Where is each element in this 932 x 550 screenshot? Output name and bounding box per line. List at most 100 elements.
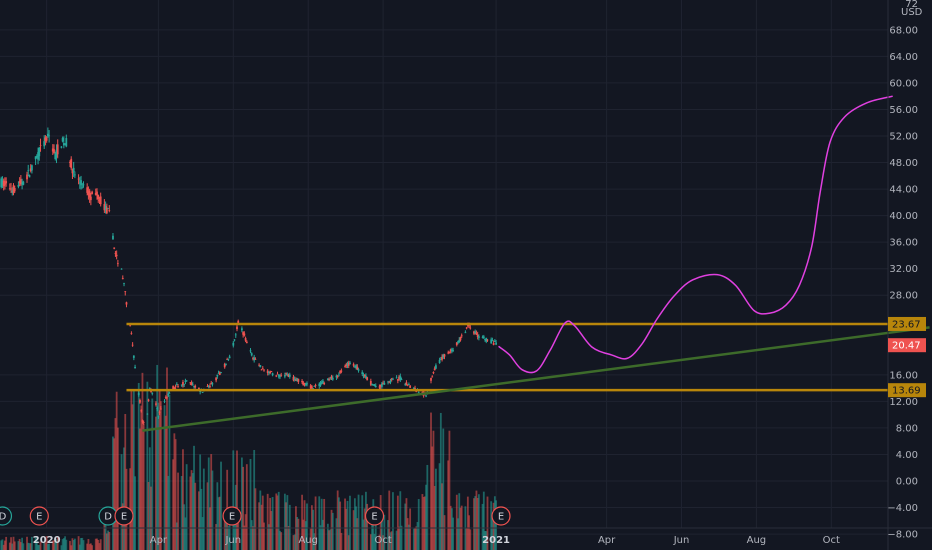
- volume-bar: [302, 519, 305, 550]
- volume-bar: [34, 536, 37, 550]
- volume-bar: [390, 531, 393, 550]
- volume-bar: [336, 490, 339, 550]
- candle-body: [323, 382, 326, 385]
- volume-bar: [252, 526, 254, 550]
- earnings-marker[interactable]: E: [491, 506, 511, 526]
- candle-body: [158, 411, 161, 414]
- candle-body: [388, 381, 391, 383]
- candle-body: [493, 341, 496, 342]
- volume-bar: [44, 542, 47, 550]
- candle-body: [190, 382, 193, 386]
- time-tick-label: Oct: [374, 535, 391, 546]
- volume-bar: [191, 473, 194, 550]
- candle-body: [363, 374, 366, 377]
- volume-bar: [388, 490, 391, 550]
- candle-body: [166, 396, 168, 398]
- volume-bar: [476, 497, 479, 550]
- candle-body: [266, 370, 269, 374]
- volume-bar: [425, 484, 427, 550]
- volume-bar: [373, 533, 376, 550]
- volume-bar: [87, 539, 90, 550]
- projection-curve: [498, 95, 893, 374]
- price-axis[interactable]: 68.00 64.00 60.00 56.00 52.00 48.00 44.00 40.00…: [887, 0, 926, 550]
- volume-bar: [182, 449, 184, 550]
- volume-bar: [89, 543, 92, 550]
- volume-bar: [441, 483, 443, 550]
- candle-body: [303, 382, 306, 384]
- volume-bar: [477, 494, 480, 550]
- candle-body: [485, 337, 488, 342]
- candle-body: [346, 363, 349, 366]
- volume-bar: [382, 535, 385, 550]
- candle-body: [31, 165, 33, 171]
- candle-body: [356, 366, 359, 370]
- volume-bar: [277, 491, 280, 550]
- candle-body: [216, 374, 219, 377]
- volume-bar: [279, 530, 281, 550]
- earnings-marker[interactable]: E: [364, 506, 385, 526]
- candle-body: [89, 196, 92, 201]
- candle-body: [226, 359, 229, 360]
- time-tick-label: Apr: [150, 535, 168, 546]
- dividend-marker[interactable]: D: [0, 506, 13, 526]
- volume-bar: [340, 532, 343, 550]
- volume-bar: [244, 514, 247, 550]
- volume-bar: [163, 405, 166, 550]
- volume-bar: [326, 523, 329, 550]
- candle-body: [283, 375, 286, 377]
- earnings-marker[interactable]: E: [222, 506, 242, 526]
- candle-body: [438, 359, 441, 364]
- volume-bar: [292, 535, 295, 550]
- volume-bar: [338, 497, 340, 550]
- volume-bar: [423, 496, 426, 550]
- marker-circle: [491, 506, 511, 526]
- volume-bar: [357, 494, 360, 550]
- volume-bar: [210, 454, 213, 550]
- volume-bar: [309, 528, 312, 550]
- volume-bar: [216, 482, 219, 550]
- volume-bar: [120, 454, 123, 550]
- candle-body: [48, 135, 51, 137]
- volume-bar: [183, 504, 186, 550]
- candle-body: [362, 374, 365, 377]
- candle-body: [352, 364, 355, 366]
- volume-bar: [108, 531, 111, 550]
- candle-body: [10, 188, 12, 190]
- price-tick-label: 64.00: [889, 52, 918, 63]
- volume-bar: [17, 541, 20, 550]
- candle-body: [387, 381, 389, 383]
- candle-body: [137, 392, 140, 396]
- volume-bar: [430, 412, 432, 550]
- price-tick-label: 44.00: [889, 185, 918, 196]
- volume-bar: [312, 509, 315, 550]
- time-axis[interactable]: 2020 Apr Jun Aug Oct 2021 Apr Jun Aug Oct: [0, 527, 932, 546]
- candle-body: [258, 364, 260, 366]
- candle-body: [86, 187, 89, 193]
- earnings-marker[interactable]: E: [114, 506, 134, 526]
- candle-body: [225, 363, 227, 365]
- drawn-lines[interactable]: [126, 95, 930, 432]
- volume-bar: [193, 445, 195, 550]
- candle-body: [408, 384, 410, 385]
- volume-bar: [260, 504, 263, 550]
- candle-body: [475, 333, 478, 335]
- volume-bar: [211, 470, 214, 550]
- volume-bar: [39, 541, 42, 550]
- volume-bar: [134, 476, 136, 550]
- volume-bar: [484, 531, 486, 550]
- price-tick-label: 0.00: [896, 477, 918, 488]
- candle-body: [96, 191, 98, 196]
- volume-bar: [313, 533, 316, 550]
- earnings-marker[interactable]: E: [29, 506, 49, 526]
- candle-body: [232, 342, 235, 346]
- volume-bar: [146, 381, 149, 550]
- candle-body: [292, 376, 295, 381]
- candle-body: [156, 408, 159, 409]
- volume-bar: [217, 497, 220, 550]
- dividend-marker[interactable]: D: [98, 506, 118, 526]
- candle-body: [217, 373, 220, 374]
- time-tick-label: Apr: [598, 535, 616, 546]
- candle-body: [296, 378, 299, 382]
